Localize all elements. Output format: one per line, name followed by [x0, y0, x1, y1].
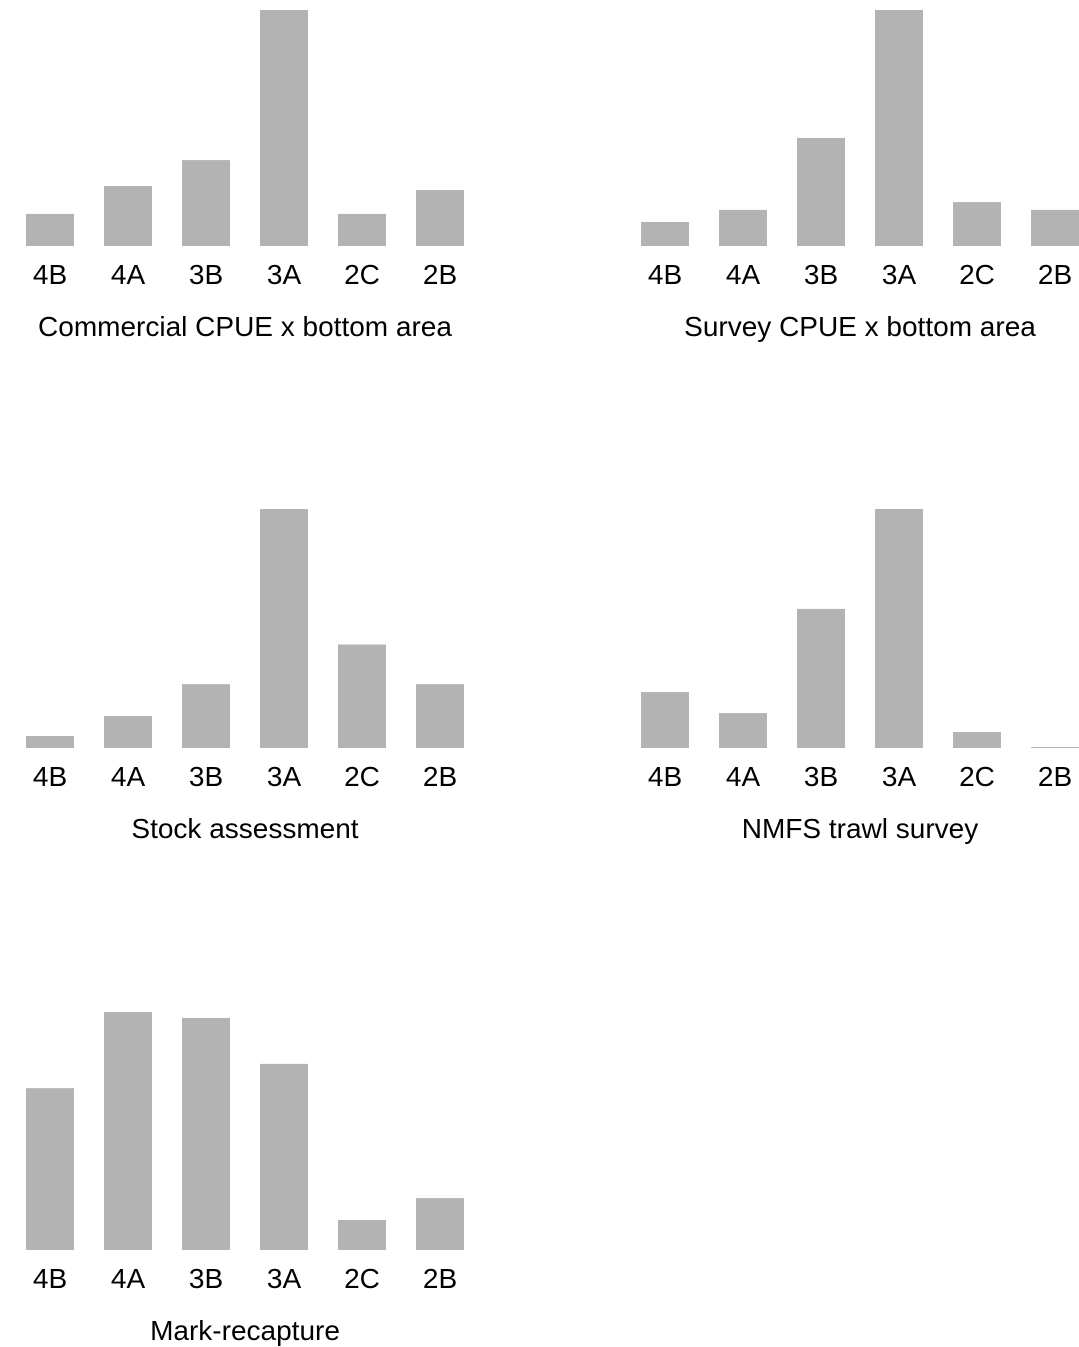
tick-label-4a: 4A [111, 259, 146, 290]
tick-label-3a: 3A [267, 259, 302, 290]
tick-label-2c: 2C [344, 761, 380, 792]
tick-label-2c: 2C [344, 259, 380, 290]
bar-3a [260, 1063, 308, 1250]
tick-label-2c: 2C [344, 1263, 380, 1294]
chart-panel-1: 4B 4A 3B 3A 2C 2B Commercial CPUE x bottom are… [26, 10, 464, 342]
bar-4a [104, 1012, 152, 1250]
bar-2b [416, 190, 464, 246]
chart-title: Survey CPUE x bottom area [684, 311, 1036, 342]
tick-label-3a: 3A [882, 259, 917, 290]
bar-2b [416, 1198, 464, 1250]
bar-3b [182, 684, 230, 748]
bar-2c [338, 644, 386, 748]
bar-4a [719, 713, 767, 748]
bar-3a [260, 509, 308, 748]
bar-3a [875, 10, 923, 246]
bar-4a [104, 186, 152, 246]
bar-3b [182, 1017, 230, 1250]
tick-label-4a: 4A [726, 761, 761, 792]
bar-2b [1031, 209, 1079, 246]
tick-label-3a: 3A [267, 1263, 302, 1294]
bar-3a [875, 509, 923, 748]
tick-label-2c: 2C [959, 259, 995, 290]
tick-label-4b: 4B [648, 761, 682, 792]
tick-label-3a: 3A [267, 761, 302, 792]
bar-3b [797, 608, 845, 748]
chart-panel-4: 4B 4A 3B 3A 2C 2B NMFS trawl survey [641, 509, 1079, 844]
bar-2b [416, 684, 464, 748]
bar-4a [104, 715, 152, 748]
bar-3b [797, 137, 845, 246]
tick-label-3b: 3B [189, 259, 223, 290]
bar-4b [26, 1088, 74, 1250]
tick-label-3b: 3B [189, 761, 223, 792]
tick-label-4b: 4B [33, 1263, 67, 1294]
tick-label-2b: 2B [423, 761, 457, 792]
tick-label-3b: 3B [804, 761, 838, 792]
tick-label-4a: 4A [726, 259, 761, 290]
bar-4b [26, 213, 74, 246]
bar-3b [182, 160, 230, 246]
chart-title: Commercial CPUE x bottom area [38, 311, 452, 342]
bar-2c [338, 213, 386, 246]
bar-4b [26, 736, 74, 748]
bar-2b [1031, 747, 1079, 748]
chart-title: Stock assessment [131, 813, 358, 844]
chart-panel-5: 4B 4A 3B 3A 2C 2B Mark-recapture [26, 1012, 464, 1346]
tick-label-2b: 2B [423, 1263, 457, 1294]
chart-title: Mark-recapture [150, 1315, 340, 1346]
bar-2c [338, 1220, 386, 1250]
bar-2c [953, 202, 1001, 246]
bar-3a [260, 10, 308, 246]
bar-2c [953, 731, 1001, 748]
tick-label-2b: 2B [1038, 259, 1072, 290]
tick-label-4b: 4B [33, 259, 67, 290]
tick-label-4b: 4B [33, 761, 67, 792]
chart-panel-3: 4B 4A 3B 3A 2C 2B Stock assessment [26, 509, 464, 844]
tick-label-3a: 3A [882, 761, 917, 792]
bar-4a [719, 209, 767, 246]
tick-label-4a: 4A [111, 761, 146, 792]
tick-label-4a: 4A [111, 1263, 146, 1294]
tick-label-3b: 3B [804, 259, 838, 290]
tick-label-2b: 2B [1038, 761, 1072, 792]
bar-4b [641, 692, 689, 748]
tick-label-2c: 2C [959, 761, 995, 792]
chart-title: NMFS trawl survey [742, 813, 978, 844]
tick-label-4b: 4B [648, 259, 682, 290]
tick-label-2b: 2B [423, 259, 457, 290]
tick-label-3b: 3B [189, 1263, 223, 1294]
bar-4b [641, 221, 689, 246]
